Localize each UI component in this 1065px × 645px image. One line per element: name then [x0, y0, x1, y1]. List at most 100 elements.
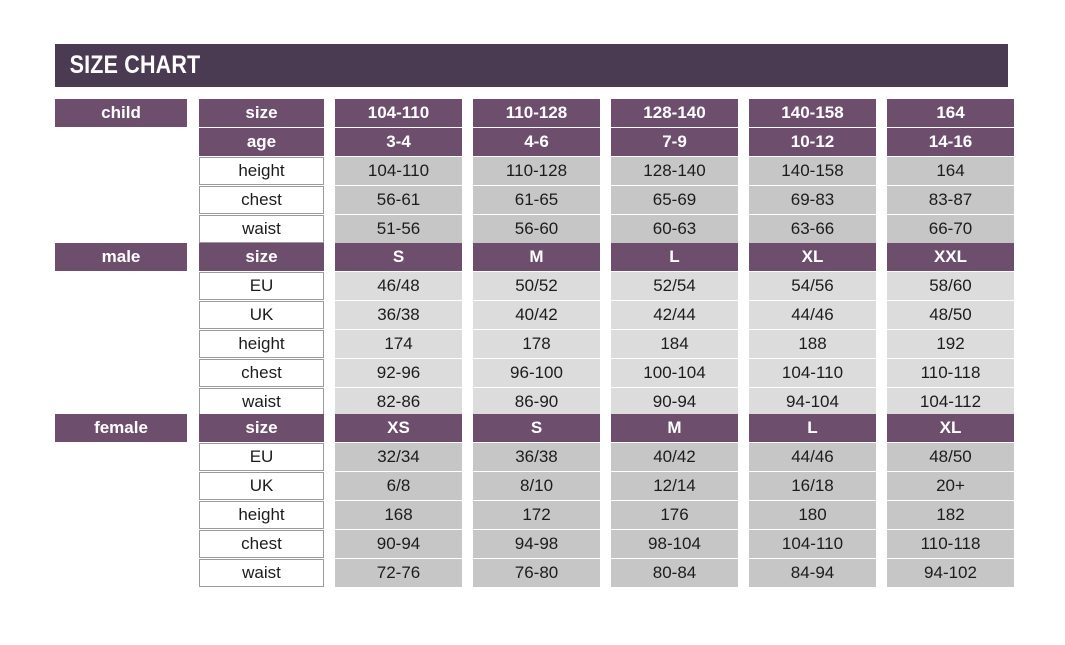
- cell-female-height-2: 176: [611, 501, 738, 529]
- row-label-size: size: [199, 243, 324, 271]
- row-label-uk: UK: [199, 472, 324, 500]
- group-label-female: female h: [55, 414, 187, 442]
- cell-child-waist-4: 66-70: [887, 215, 1014, 243]
- cell-female-eu-2: 40/42: [611, 443, 738, 471]
- header-size-4: 164: [887, 99, 1014, 127]
- cell-female-waist-4: 94-102: [887, 559, 1014, 587]
- cell-male-eu-2: 52/54: [611, 272, 738, 300]
- cell-child-chest-3: 69-83: [749, 186, 876, 214]
- spacer-cell: [55, 359, 187, 387]
- cell-male-height-0: 174: [335, 330, 462, 358]
- group-label-male: male h: [55, 243, 187, 271]
- cell-female-chest-3: 104-110: [749, 530, 876, 558]
- cell-male-uk-2: 42/44: [611, 301, 738, 329]
- cell-male-height-1: 178: [473, 330, 600, 358]
- cell-child-chest-0: 56-61: [335, 186, 462, 214]
- cell-female-height-4: 182: [887, 501, 1014, 529]
- row-label-height: height: [199, 330, 324, 358]
- row-label-size: size: [199, 99, 324, 127]
- cell-child-height-4: 164: [887, 157, 1014, 185]
- cell-female-waist-1: 76-80: [473, 559, 600, 587]
- row-label-age: age: [199, 128, 324, 156]
- row-label-eu: EU: [199, 443, 324, 471]
- cell-female-uk-0: 6/8: [335, 472, 462, 500]
- cell-female-uk-3: 16/18: [749, 472, 876, 500]
- header-female-size-3: L: [749, 414, 876, 442]
- spacer-cell: [55, 215, 187, 243]
- cell-female-waist-0: 72-76: [335, 559, 462, 587]
- header-age-0: 3-4: [335, 128, 462, 156]
- row-label-height: height: [199, 157, 324, 185]
- row-label-waist: waist: [199, 215, 324, 243]
- cell-female-height-0: 168: [335, 501, 462, 529]
- cell-female-eu-3: 44/46: [749, 443, 876, 471]
- child-figure-cell: h c w: [55, 128, 187, 156]
- section-male: male h: [55, 243, 1014, 417]
- cell-male-waist-2: 90-94: [611, 388, 738, 416]
- cell-male-height-4: 192: [887, 330, 1014, 358]
- spacer-cell: [55, 443, 187, 471]
- section-female-header-row: female h: [55, 414, 1014, 442]
- row-label-height: height: [199, 501, 324, 529]
- row-label-waist: waist: [199, 388, 324, 416]
- section-female: female h: [55, 414, 1014, 588]
- section-child: child size 104-110 110-128 128-140 140-1…: [55, 99, 1014, 244]
- cell-female-chest-4: 110-118: [887, 530, 1014, 558]
- section-child-header-row-1: h c w age: [55, 128, 1014, 156]
- header-age-2: 7-9: [611, 128, 738, 156]
- row-label-eu: EU: [199, 272, 324, 300]
- header-male-size-2: L: [611, 243, 738, 271]
- cell-female-chest-0: 90-94: [335, 530, 462, 558]
- cell-female-chest-1: 94-98: [473, 530, 600, 558]
- spacer-cell: [55, 157, 187, 185]
- section-male-header-row: male h: [55, 243, 1014, 271]
- cell-female-waist-2: 80-84: [611, 559, 738, 587]
- cell-female-eu-1: 36/38: [473, 443, 600, 471]
- table-row: chest 92-96 96-100 100-104 104-110 110-1…: [55, 359, 1014, 387]
- cell-male-height-2: 184: [611, 330, 738, 358]
- row-label-chest: chest: [199, 359, 324, 387]
- cell-male-waist-0: 82-86: [335, 388, 462, 416]
- spacer-cell: [55, 501, 187, 529]
- row-label-uk: UK: [199, 301, 324, 329]
- spacer-cell: [55, 301, 187, 329]
- section-child-header-row-0: child size 104-110 110-128 128-140 140-1…: [55, 99, 1014, 127]
- cell-child-height-3: 140-158: [749, 157, 876, 185]
- cell-male-chest-2: 100-104: [611, 359, 738, 387]
- table-row: height 104-110 110-128 128-140 140-158 1…: [55, 157, 1014, 185]
- cell-male-uk-1: 40/42: [473, 301, 600, 329]
- page-title: SIZE CHART: [69, 51, 201, 79]
- row-label-size: size: [199, 414, 324, 442]
- cell-male-uk-4: 48/50: [887, 301, 1014, 329]
- cell-child-height-2: 128-140: [611, 157, 738, 185]
- cell-child-chest-1: 61-65: [473, 186, 600, 214]
- header-age-4: 14-16: [887, 128, 1014, 156]
- header-age-3: 10-12: [749, 128, 876, 156]
- group-label-male-text: male: [101, 247, 141, 266]
- header-female-size-0: XS: [335, 414, 462, 442]
- table-row: height 168 172 176 180 182: [55, 501, 1014, 529]
- cell-male-chest-0: 92-96: [335, 359, 462, 387]
- header-male-size-1: M: [473, 243, 600, 271]
- cell-male-waist-3: 94-104: [749, 388, 876, 416]
- cell-child-height-0: 104-110: [335, 157, 462, 185]
- cell-male-height-3: 188: [749, 330, 876, 358]
- cell-child-waist-1: 56-60: [473, 215, 600, 243]
- header-age-1: 4-6: [473, 128, 600, 156]
- group-label-female-text: female: [94, 418, 148, 437]
- cell-female-height-1: 172: [473, 501, 600, 529]
- header-size-3: 140-158: [749, 99, 876, 127]
- header-male-size-3: XL: [749, 243, 876, 271]
- cell-male-chest-3: 104-110: [749, 359, 876, 387]
- cell-male-eu-1: 50/52: [473, 272, 600, 300]
- table-row: UK 36/38 40/42 42/44 44/46 48/50: [55, 301, 1014, 329]
- table-row: chest 90-94 94-98 98-104 104-110 110-118: [55, 530, 1014, 558]
- table-row: waist 82-86 86-90 90-94 94-104 104-112: [55, 388, 1014, 416]
- cell-male-waist-4: 104-112: [887, 388, 1014, 416]
- header-male-size-4: XXL: [887, 243, 1014, 271]
- header-female-size-1: S: [473, 414, 600, 442]
- table-row: waist 72-76 76-80 80-84 84-94 94-102: [55, 559, 1014, 587]
- header-size-0: 104-110: [335, 99, 462, 127]
- header-female-size-2: M: [611, 414, 738, 442]
